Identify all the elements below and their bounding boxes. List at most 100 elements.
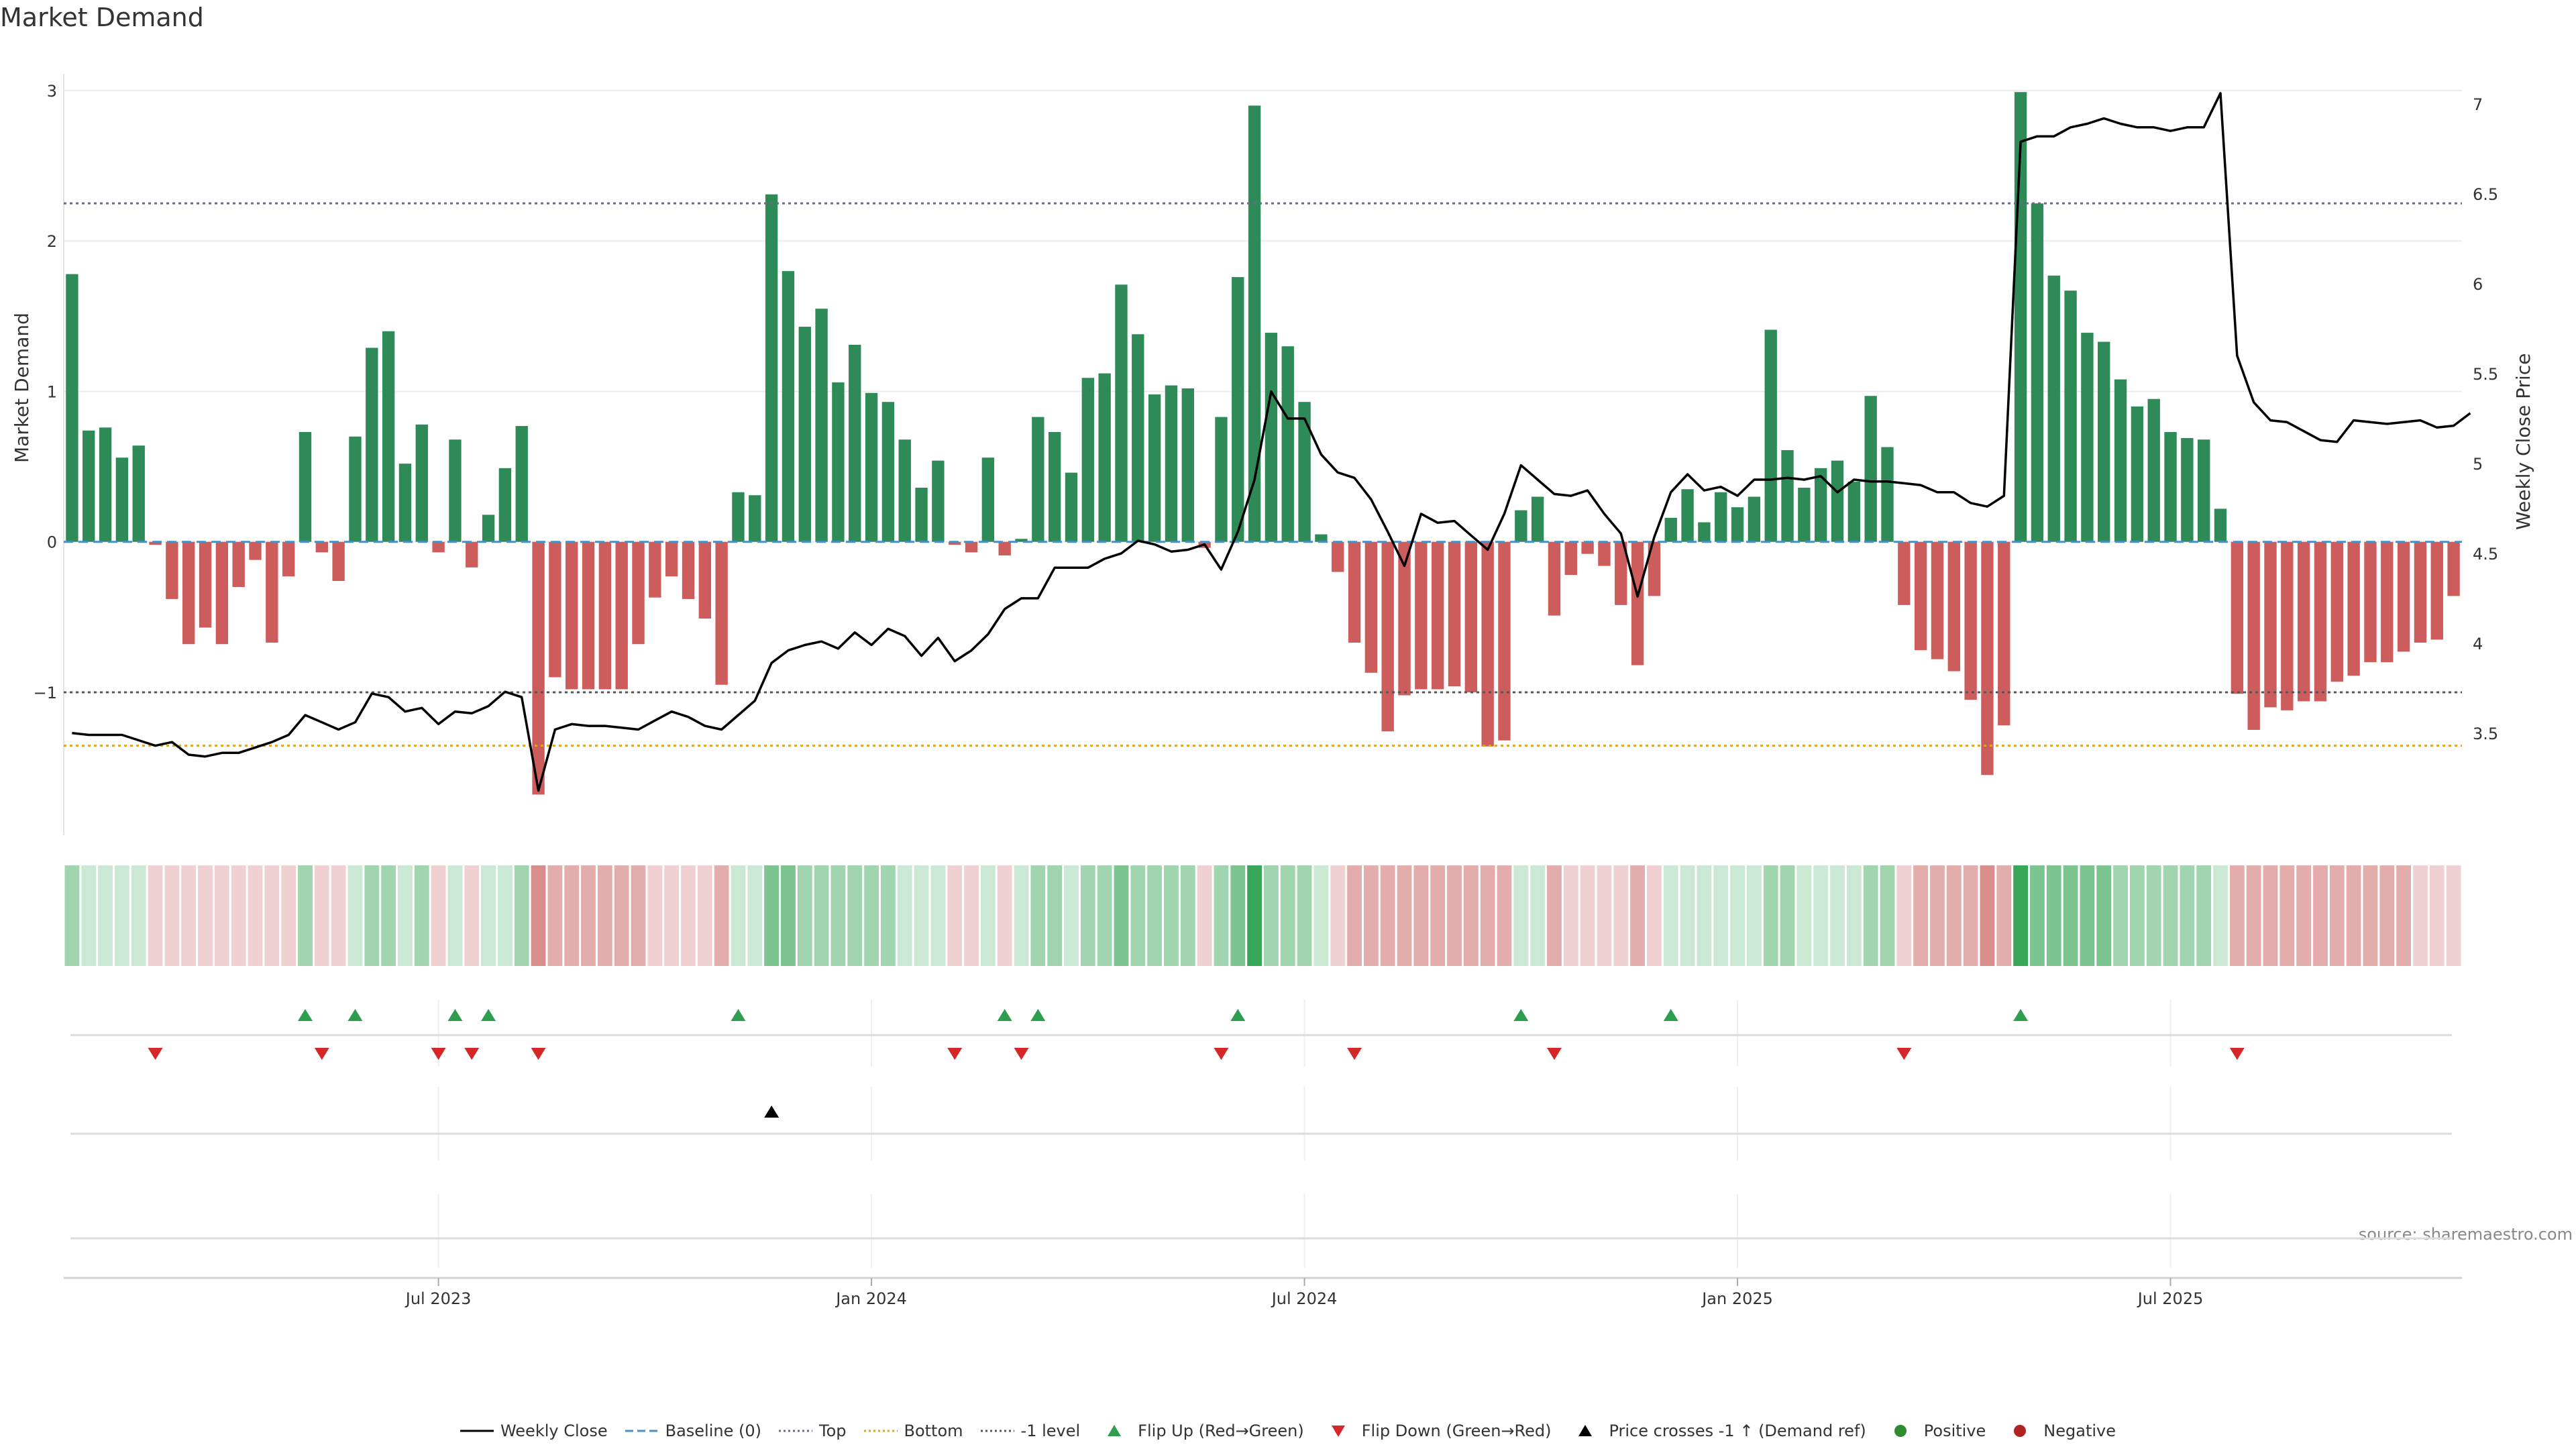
negative-demand-bar <box>2447 541 2460 596</box>
positive-demand-bar <box>1864 396 1877 542</box>
legend-positive: Positive <box>1884 1421 1986 1440</box>
flip-down-marker <box>531 1048 546 1060</box>
legend-minus-one: -1 level <box>980 1421 1080 1440</box>
positive-demand-bar <box>881 402 895 542</box>
positive-demand-bar <box>2198 439 2210 542</box>
up-triangle-icon <box>1578 1425 1593 1436</box>
heat-strip-cell <box>2180 865 2195 966</box>
flip-down-marker <box>1347 1048 1362 1060</box>
heat-strip-cell <box>1313 865 1329 966</box>
heat-strip-cell <box>2279 865 2295 966</box>
negative-demand-bar <box>598 541 612 690</box>
heat-strip-cell <box>431 865 446 966</box>
heat-strip-cell <box>647 865 663 966</box>
positive-demand-bar <box>1165 385 1178 542</box>
heat-strip-cell <box>2429 865 2445 966</box>
right-tick-label: 6 <box>2473 275 2483 294</box>
heat-strip-cell <box>1380 865 1395 966</box>
positive-demand-bar <box>83 430 95 542</box>
negative-demand-bar <box>649 541 661 598</box>
heat-strip-cell <box>880 865 896 966</box>
heat-strip-cell <box>1597 865 1612 966</box>
heat-strip-cell <box>1430 865 1446 966</box>
heat-strip-cell <box>131 865 146 966</box>
flip-up-marker <box>1030 1009 1046 1021</box>
flip-down-marker <box>314 1048 329 1060</box>
heat-strip-cell <box>148 865 163 966</box>
heat-strip-cell <box>1813 865 1829 966</box>
flip-up-marker <box>447 1009 463 1021</box>
flip-up-marker <box>731 1009 746 1021</box>
positive-demand-bar <box>366 347 378 542</box>
negative-demand-bar <box>232 541 245 587</box>
positive-demand-bar <box>1032 417 1044 542</box>
negative-demand-bar <box>199 541 212 628</box>
negative-demand-bar <box>2414 541 2427 643</box>
negative-demand-bar <box>1648 541 1661 596</box>
negative-demand-bar <box>1998 541 2010 726</box>
heat-strip-cell <box>1413 865 1429 966</box>
heat-strip-cell <box>98 865 113 966</box>
positive-demand-bar <box>2147 398 2160 542</box>
heat-strip-cell <box>1147 865 1163 966</box>
heat-strip-cell <box>447 865 463 966</box>
heat-strip-cell <box>1946 865 1962 966</box>
negative-demand-bar <box>665 541 678 577</box>
negative-demand-bar <box>582 541 595 690</box>
heat-strip-cell <box>1630 865 1646 966</box>
negative-demand-bar <box>1564 541 1577 576</box>
negative-demand-bar <box>2247 541 2260 731</box>
positive-demand-bar <box>1315 534 1328 542</box>
negative-demand-bar <box>715 541 728 685</box>
flip-up-marker <box>481 1009 496 1021</box>
legend: Weekly Close Baseline (0) Top Bottom -1 … <box>0 1421 2576 1440</box>
negative-demand-bar <box>1548 541 1561 616</box>
positive-demand-bar <box>2031 203 2044 542</box>
heat-strip-cell <box>947 865 963 966</box>
x-tick-label: Jul 2023 <box>405 1289 472 1308</box>
heat-strip-cell <box>2196 865 2212 966</box>
flip-down-marker <box>148 1048 163 1060</box>
negative-demand-bar <box>266 541 278 643</box>
positive-demand-bar <box>832 382 845 542</box>
heat-strip-cell <box>1996 865 2012 966</box>
heat-strip-cell <box>830 865 846 966</box>
heat-strip-cell <box>1746 865 1762 966</box>
negative-demand-bar <box>466 541 478 568</box>
negative-demand-bar <box>182 541 195 645</box>
negative-demand-bar <box>998 541 1011 555</box>
heat-strip-cell <box>198 865 213 966</box>
heat-strip-cell <box>797 865 812 966</box>
flip-down-marker <box>1014 1048 1029 1060</box>
heat-strip-cell <box>1047 865 1063 966</box>
heat-strip-cell <box>1547 865 1562 966</box>
price-cross-marker <box>764 1106 780 1118</box>
chart-title: Market Demand <box>0 3 204 32</box>
heat-strip-cell <box>1180 865 1195 966</box>
flip-up-marker <box>1663 1009 1678 1021</box>
heat-strip-cell <box>531 865 546 966</box>
heat-strip-cell <box>2163 865 2178 966</box>
heat-strip-cell <box>1930 865 1945 966</box>
negative-demand-bar <box>1615 541 1627 605</box>
heat-strip-cell <box>2046 865 2061 966</box>
heat-strip-cell <box>2396 865 2412 966</box>
positive-demand-bar <box>1081 378 1095 542</box>
heat-strip-cell <box>1830 865 1845 966</box>
positive-demand-bar <box>1265 333 1278 542</box>
legend-label: Negative <box>2043 1421 2116 1440</box>
negative-demand-bar <box>615 541 628 690</box>
heat-strip-cell <box>1530 865 1546 966</box>
negative-demand-bar <box>2364 541 2377 663</box>
heat-strip-cell <box>1030 865 1046 966</box>
heat-strip-cell <box>1347 865 1362 966</box>
positive-demand-bar <box>1664 517 1677 542</box>
heat-strip-cell <box>1264 865 1279 966</box>
positive-demand-bar <box>398 464 412 542</box>
heat-strip-cell <box>2363 865 2378 966</box>
negative-demand-bar <box>949 541 961 545</box>
negative-demand-bar <box>1598 541 1611 566</box>
negative-demand-bar <box>2314 541 2327 702</box>
positive-demand-bar <box>99 427 112 542</box>
positive-demand-bar <box>482 515 495 542</box>
